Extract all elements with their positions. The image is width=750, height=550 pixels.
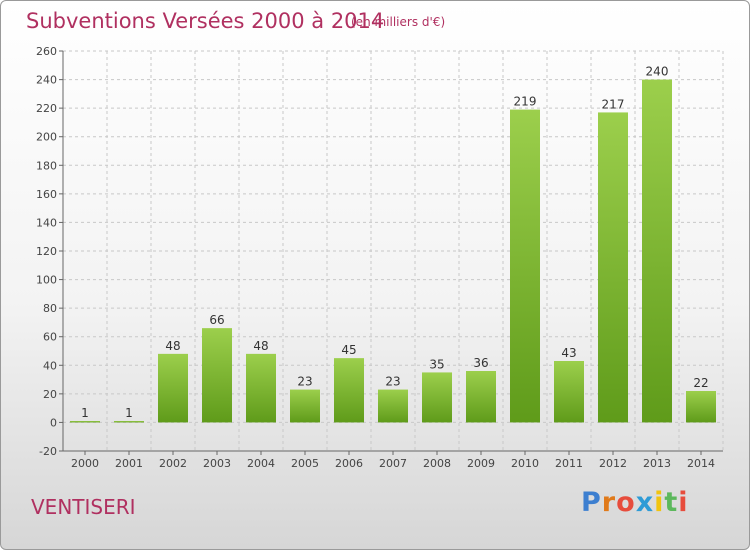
y-tick-label: 180 xyxy=(36,159,57,172)
logo-letter: P xyxy=(581,487,602,518)
x-tick-label: 2014 xyxy=(687,457,715,470)
logo-letter: i xyxy=(654,487,665,518)
bar-2013 xyxy=(642,79,672,423)
logo-letter: o xyxy=(616,487,636,518)
data-label-2010: 219 xyxy=(514,95,537,109)
logo-letter: t xyxy=(664,487,679,518)
x-tick-label: 2004 xyxy=(247,457,275,470)
proxiti-logo: Proxiti xyxy=(581,487,689,518)
chart-subtitle: (en milliers d'€) xyxy=(351,15,446,29)
x-tick-label: 2002 xyxy=(159,457,187,470)
data-label-2013: 240 xyxy=(646,65,669,79)
x-tick-label: 2007 xyxy=(379,457,407,470)
data-label-2005: 23 xyxy=(297,375,312,389)
data-label-2006: 45 xyxy=(341,343,356,357)
data-label-2003: 66 xyxy=(209,313,224,327)
bar-2010 xyxy=(510,109,540,423)
logo-letter: x xyxy=(635,487,655,518)
data-label-2001: 1 xyxy=(125,406,133,420)
y-tick-label: -20 xyxy=(39,445,57,458)
bar-2012 xyxy=(598,112,628,423)
chart-title: Subventions Versées 2000 à 2014 xyxy=(26,9,385,33)
y-tick-label: 240 xyxy=(36,74,57,87)
bar-2005 xyxy=(290,389,320,423)
x-tick-label: 2009 xyxy=(467,457,495,470)
data-label-2014: 22 xyxy=(693,376,708,390)
x-tick-label: 2000 xyxy=(71,457,99,470)
x-tick-label: 2011 xyxy=(555,457,583,470)
bar-2008 xyxy=(422,372,452,423)
y-tick-label: 60 xyxy=(43,331,57,344)
bar-2003 xyxy=(202,328,232,423)
bars xyxy=(70,79,716,423)
y-tick-label: 100 xyxy=(36,274,57,287)
data-label-2011: 43 xyxy=(561,346,576,360)
bar-2014 xyxy=(686,391,716,423)
bar-2000 xyxy=(70,421,100,423)
bar-2002 xyxy=(158,353,188,423)
bar-2009 xyxy=(466,371,496,423)
data-label-2007: 23 xyxy=(385,375,400,389)
y-tick-label: 160 xyxy=(36,188,57,201)
bar-2006 xyxy=(334,358,364,423)
y-tick-label: 260 xyxy=(36,45,57,58)
y-tick-label: 40 xyxy=(43,359,57,372)
commune-name: VENTISERI xyxy=(31,495,136,519)
x-tick-label: 2008 xyxy=(423,457,451,470)
x-tick-label: 2006 xyxy=(335,457,363,470)
x-tick-label: 2003 xyxy=(203,457,231,470)
data-label-2000: 1 xyxy=(81,406,89,420)
y-tick-label: 200 xyxy=(36,131,57,144)
bar-2011 xyxy=(554,361,584,423)
logo-letter: r xyxy=(601,487,617,518)
y-tick-label: 20 xyxy=(43,388,57,401)
data-label-2008: 35 xyxy=(429,357,444,371)
y-tick-label: 120 xyxy=(36,245,57,258)
x-tick-label: 2005 xyxy=(291,457,319,470)
axes: -20 0 20 40 60 80 100 120 140 160 180 200 220 240 260 2… xyxy=(36,45,723,470)
bar-2007 xyxy=(378,389,408,423)
data-label-2002: 48 xyxy=(165,339,180,353)
bar-2001 xyxy=(114,421,144,423)
x-tick-label: 2013 xyxy=(643,457,671,470)
data-labels: 1 1 48 66 48 23 45 23 35 36 219 43 217 240 22 xyxy=(81,65,708,420)
y-tick-label: 80 xyxy=(43,302,57,315)
data-label-2009: 36 xyxy=(473,356,488,370)
y-tick-label: 0 xyxy=(50,416,57,429)
y-tick-label: 140 xyxy=(36,216,57,229)
x-tick-label: 2010 xyxy=(511,457,539,470)
x-tick-label: 2012 xyxy=(599,457,627,470)
y-tick-label: 220 xyxy=(36,102,57,115)
bar-2004 xyxy=(246,353,276,423)
data-label-2004: 48 xyxy=(253,339,268,353)
x-tick-label: 2001 xyxy=(115,457,143,470)
logo-letter: i xyxy=(678,487,689,518)
data-label-2012: 217 xyxy=(602,97,625,111)
